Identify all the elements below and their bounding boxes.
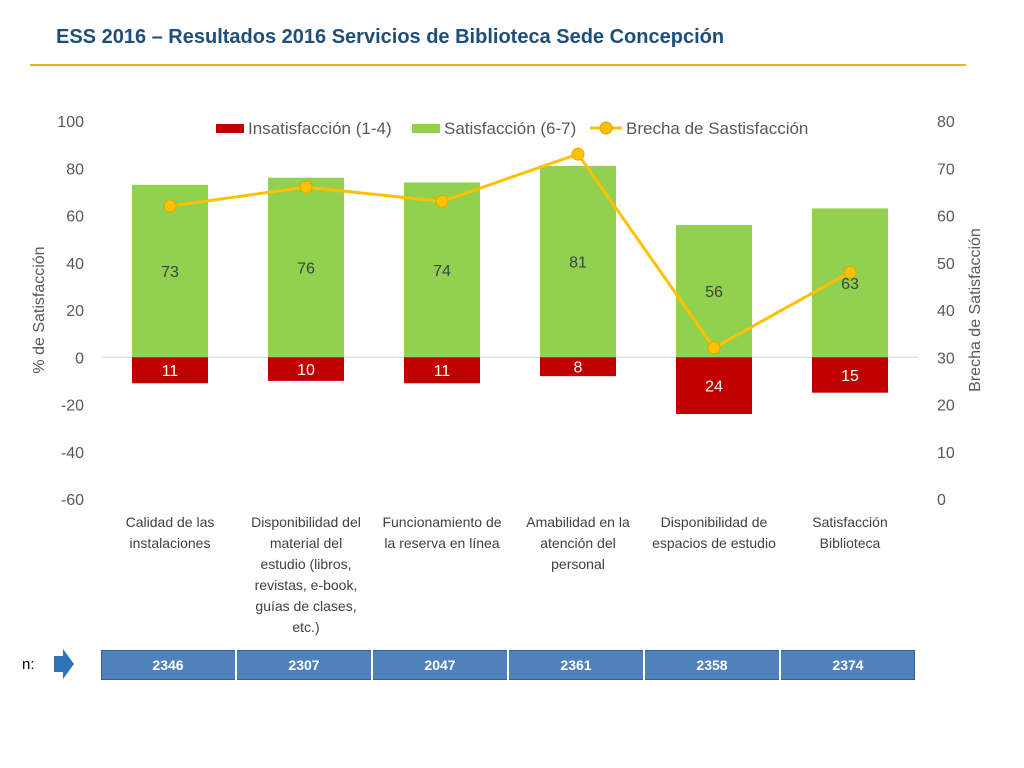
- legend-swatch-satisfaccion: [412, 124, 440, 133]
- data-label-satisfaccion: 76: [297, 260, 315, 277]
- arrow-right-icon: [54, 649, 74, 679]
- data-label-insatisfaccion: 10: [297, 362, 315, 379]
- data-label-insatisfaccion: 11: [162, 363, 179, 380]
- point-brecha: [299, 180, 313, 194]
- y-tick-label: 40: [66, 256, 84, 273]
- y-tick-label: 100: [57, 114, 84, 131]
- point-brecha: [435, 194, 449, 208]
- x-category-label: Disponibilidad del material del estudio (l…: [251, 514, 361, 635]
- sample-size-cell: 2374: [832, 657, 864, 673]
- y-tick-label: 20: [66, 303, 84, 320]
- y2-tick-label: 10: [937, 445, 955, 462]
- data-label-insatisfaccion: 11: [434, 363, 451, 380]
- y-tick-label: -40: [61, 445, 84, 462]
- point-brecha: [707, 341, 721, 355]
- legend-label-satisfaccion: Satisfacción (6-7): [444, 119, 576, 138]
- bar-insatisfaccion: [540, 357, 616, 377]
- sample-size-table: 2346 2307 2047 2361 2358 2374: [101, 650, 915, 680]
- y2-tick-label: 70: [937, 161, 955, 178]
- bar-insatisfaccion: [676, 357, 752, 414]
- y2-axis-title: Brecha de Satisfacción: [967, 228, 984, 392]
- y2-tick-label: 50: [937, 256, 955, 273]
- data-label-satisfaccion: 73: [161, 264, 179, 281]
- data-label-satisfaccion: 81: [569, 255, 587, 272]
- y2-tick-label: 60: [937, 209, 955, 226]
- sample-size-cell: 2361: [509, 650, 645, 680]
- point-brecha: [571, 147, 585, 161]
- legend-swatch-insatisfaccion: [216, 124, 244, 133]
- sample-size-cell: 2346: [101, 650, 237, 680]
- legend-label-insatisfaccion: Insatisfacción (1-4): [248, 119, 392, 138]
- data-label-satisfaccion: 63: [841, 276, 859, 293]
- bar-satisfaccion: [540, 165, 616, 358]
- data-label-insatisfaccion: 24: [705, 379, 723, 396]
- data-label-insatisfaccion: 8: [574, 360, 583, 377]
- sample-size-cell: 2047: [373, 650, 509, 680]
- sample-size-cell: 2307: [237, 650, 373, 680]
- bar-satisfaccion: [132, 184, 208, 358]
- data-label-insatisfaccion: 15: [841, 368, 859, 385]
- x-category-label: Satisfacción Biblioteca: [812, 514, 888, 551]
- y2-tick-label: 40: [937, 303, 955, 320]
- bar-insatisfaccion: [132, 357, 208, 384]
- title-divider: [30, 64, 966, 66]
- x-category-label: Funcionamiento de la reserva en línea: [382, 514, 502, 551]
- x-category-label: Disponibilidad de espacios de estudio: [652, 514, 776, 551]
- legend-label-brecha: Brecha de Sastisfacción: [626, 119, 808, 138]
- point-brecha: [843, 265, 857, 279]
- y2-tick-label: 0: [937, 492, 946, 509]
- data-label-satisfaccion: 74: [433, 263, 451, 280]
- x-category-label: Calidad de las instalaciones: [125, 514, 215, 551]
- legend-swatch-brecha-marker: [599, 121, 613, 135]
- y-tick-label: 80: [66, 161, 84, 178]
- y-tick-label: -20: [61, 398, 84, 415]
- bar-insatisfaccion: [404, 357, 480, 384]
- sample-size-label: n:: [22, 656, 35, 673]
- y2-tick-label: 20: [937, 398, 955, 415]
- x-category-label: Amabilidad en la atención del personal: [526, 514, 630, 572]
- y-tick-label: 60: [66, 209, 84, 226]
- y-tick-label: 0: [75, 350, 84, 367]
- bar-satisfaccion: [404, 182, 480, 358]
- sample-size-cell: 2358: [645, 650, 781, 680]
- line-brecha: [169, 152, 851, 350]
- point-brecha: [163, 199, 177, 213]
- bar-satisfaccion: [812, 208, 888, 358]
- slide-title: ESS 2016 – Resultados 2016 Servicios de …: [56, 26, 725, 48]
- y-tick-label: -60: [61, 492, 84, 509]
- data-label-satisfaccion: 56: [705, 284, 723, 301]
- bar-insatisfaccion: [268, 357, 344, 381]
- bar-insatisfaccion: [812, 357, 888, 393]
- y-axis-title: % de Satisfacción: [31, 246, 48, 373]
- bar-satisfaccion: [268, 177, 344, 358]
- y2-tick-label: 30: [937, 350, 955, 367]
- y2-tick-label: 80: [937, 114, 955, 131]
